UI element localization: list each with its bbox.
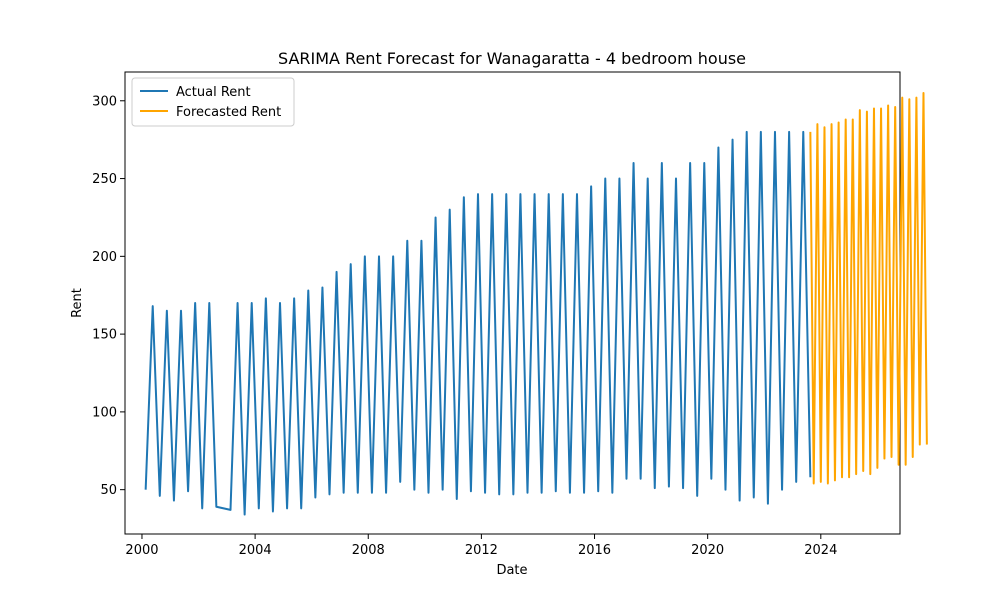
series-group [144, 92, 928, 516]
x-tick-label: 2020 [691, 543, 724, 558]
legend-label-forecasted-rent: Forecasted Rent [176, 105, 281, 120]
x-tick-label: 2024 [804, 543, 837, 558]
y-axis: 50 100 150 200 250 300 [92, 94, 125, 498]
series-line-forecasted-rent [809, 92, 928, 485]
x-axis-label: Date [496, 563, 527, 578]
x-tick-label: 2008 [352, 543, 385, 558]
x-axis: 2000 2004 2008 2012 2016 2020 2024 [125, 534, 837, 558]
legend-box [131, 77, 295, 127]
x-tick-label: 2016 [578, 543, 611, 558]
y-tick-label: 150 [92, 328, 117, 343]
chart-title: SARIMA Rent Forecast for Wanagaratta - 4… [278, 49, 746, 68]
y-tick-label: 50 [100, 483, 117, 498]
y-axis-label: Rent [70, 288, 85, 318]
y-tick-label: 300 [92, 94, 117, 109]
y-tick-label: 100 [92, 405, 117, 420]
x-tick-label: 2004 [239, 543, 272, 558]
series-line-actual-rent [144, 130, 812, 516]
x-tick-label: 2000 [125, 543, 158, 558]
legend: Actual Rent Forecasted Rent [131, 77, 295, 127]
x-tick-label: 2012 [465, 543, 498, 558]
y-tick-label: 250 [92, 172, 117, 187]
y-tick-label: 200 [92, 250, 117, 265]
legend-label-actual-rent: Actual Rent [176, 85, 251, 100]
